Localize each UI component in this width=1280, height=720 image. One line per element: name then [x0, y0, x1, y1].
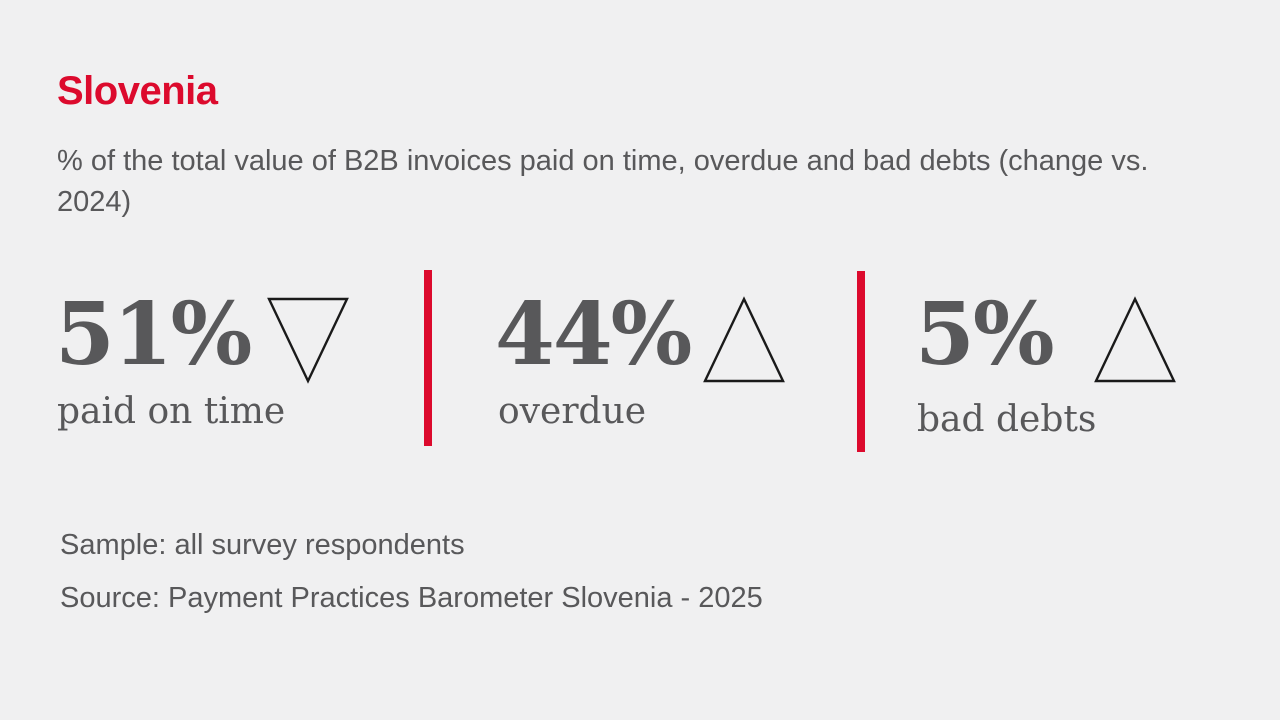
triangle-up-icon	[1093, 296, 1177, 384]
stat-value-bad-debts: 5%	[915, 284, 1055, 385]
page-title: Slovenia	[57, 69, 218, 113]
stat-label-paid-on-time: paid on time	[57, 391, 286, 432]
divider-bar	[857, 271, 865, 452]
triangle-down-icon	[266, 296, 350, 384]
triangle-up-icon	[702, 296, 786, 384]
stat-label-bad-debts: bad debts	[917, 399, 1097, 440]
stat-value-overdue: 44%	[495, 284, 692, 385]
stat-value-paid-on-time: 51%	[55, 284, 252, 385]
divider-bar	[424, 270, 432, 446]
source-note: Source: Payment Practices Barometer Slov…	[60, 582, 763, 614]
sample-note: Sample: all survey respondents	[60, 529, 465, 561]
stat-label-overdue: overdue	[498, 391, 647, 432]
subtitle: % of the total value of B2B invoices pai…	[57, 145, 1149, 218]
